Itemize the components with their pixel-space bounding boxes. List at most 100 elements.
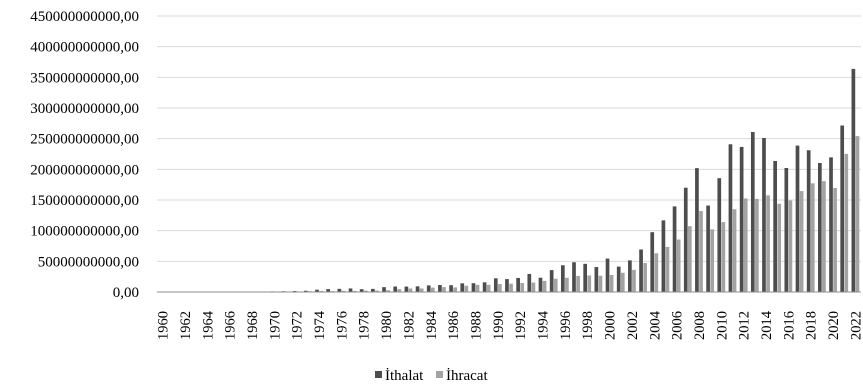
bar-ithalat-1985 — [438, 285, 442, 292]
bar-ihracat-2005 — [665, 246, 670, 292]
x-tick-label: 1978 — [357, 311, 373, 340]
bar-ithalat-1991 — [505, 279, 509, 292]
y-tick-label: 50000000000,00 — [38, 254, 139, 270]
bar-ihracat-2016 — [788, 200, 793, 292]
bar-ithalat-2002 — [628, 260, 632, 292]
bar-ihracat-1981 — [397, 289, 402, 292]
bar-ihracat-1987 — [464, 285, 469, 292]
bar-ithalat-2011 — [728, 144, 733, 292]
bar-ihracat-2017 — [799, 191, 804, 292]
bar-ihracat-1983 — [419, 288, 424, 292]
bar-ihracat-1982 — [408, 288, 413, 292]
bar-ithalat-1995 — [549, 270, 554, 292]
bar-ithalat-1980 — [382, 287, 386, 292]
bar-ihracat-1995 — [553, 278, 558, 292]
bar-ihracat-2021 — [844, 153, 849, 292]
bar-ithalat-2010 — [717, 178, 722, 292]
bar-ithalat-2003 — [639, 249, 643, 292]
bar-ithalat-1997 — [572, 262, 576, 292]
bar-ithalat-1996 — [560, 265, 565, 292]
x-tick-label: 1986 — [446, 311, 462, 340]
grid-layer — [157, 15, 861, 262]
bar-ihracat-2020 — [833, 187, 837, 292]
y-tick-label: 100000000000,00 — [30, 224, 139, 240]
y-tick-label: 450000000000,00 — [30, 9, 139, 25]
x-tick-label: 1992 — [513, 311, 529, 340]
bar-ithalat-2021 — [840, 125, 845, 292]
bar-ihracat-2006 — [676, 239, 681, 292]
bar-ithalat-1999 — [594, 267, 599, 292]
bar-ithalat-2008 — [695, 168, 699, 292]
x-tick-label: 1990 — [491, 311, 507, 340]
bar-ihracat-1999 — [598, 275, 603, 292]
x-tick-label: 2022 — [848, 311, 863, 340]
bar-ihracat-1989 — [486, 284, 491, 292]
x-tick-label: 1988 — [468, 311, 484, 340]
bar-ithalat-1975 — [326, 289, 331, 292]
bar-ithalat-1987 — [460, 283, 465, 292]
bar-ithalat-2004 — [650, 232, 655, 292]
x-tick-label: 1968 — [245, 311, 261, 340]
bar-ihracat-2008 — [699, 211, 703, 292]
bar-ithalat-2000 — [605, 258, 610, 292]
x-tick-label: 2018 — [804, 311, 820, 340]
bar-ihracat-2001 — [620, 272, 625, 292]
bar-ihracat-2002 — [632, 269, 636, 292]
bar-ithalat-2020 — [829, 157, 833, 292]
x-tick-label: 2008 — [692, 311, 708, 340]
bar-ithalat-2016 — [784, 167, 789, 292]
bar-ihracat-1992 — [520, 282, 525, 292]
bar-ithalat-1978 — [359, 289, 364, 292]
x-tick-label: 2016 — [781, 311, 797, 340]
bars-layer — [158, 68, 860, 292]
bar-ihracat-1979 — [375, 290, 379, 292]
bar-ithalat-2013 — [750, 132, 755, 292]
bar-ithalat-2018 — [806, 150, 811, 292]
y-tick-label: 300000000000,00 — [30, 101, 139, 117]
bar-ithalat-2009 — [706, 205, 710, 292]
x-tick-label: 1996 — [558, 311, 574, 340]
bar-ithalat-2007 — [683, 187, 688, 292]
bar-ihracat-1978 — [363, 290, 368, 292]
bar-ithalat-2001 — [616, 266, 621, 292]
bar-ihracat-2015 — [777, 203, 782, 292]
bar-ihracat-1988 — [475, 284, 480, 292]
legend-label-ihracat: İhracat — [446, 368, 488, 384]
legend-label-ithalat: İthalat — [385, 368, 424, 384]
y-tick-label: 200000000000,00 — [30, 162, 139, 178]
bar-ihracat-1994 — [542, 280, 547, 292]
x-tick-label: 1976 — [334, 311, 350, 340]
bar-ithalat-1998 — [583, 263, 588, 292]
bar-ithalat-2014 — [762, 137, 766, 292]
bar-ihracat-1986 — [453, 287, 458, 292]
bar-ihracat-2003 — [643, 263, 647, 292]
x-tick-labels: 1960 1962 1964 1966 1968 1970 1972 1974 1976 1978… — [156, 310, 863, 340]
y-tick-label: 150000000000,00 — [30, 193, 139, 209]
bar-ihracat-1993 — [531, 282, 536, 292]
bar-ithalat-1984 — [426, 285, 431, 292]
legend-swatch-ithalat — [375, 371, 382, 378]
bar-ihracat-1998 — [587, 275, 592, 292]
bar-ihracat-2022 — [855, 136, 860, 292]
bar-ihracat-2012 — [743, 198, 748, 292]
bar-ithalat-1983 — [415, 286, 420, 292]
bar-ihracat-1985 — [442, 287, 446, 292]
y-tick-label: 0,00 — [113, 285, 139, 301]
y-tick-labels: 0,00 50000000000,00 100000000000,00 1500000… — [30, 9, 139, 301]
bar-ihracat-2014 — [766, 195, 770, 292]
x-tick-label: 1970 — [267, 311, 283, 340]
legend: İthalat İhracat — [375, 368, 488, 384]
x-tick-label: 2002 — [625, 311, 641, 340]
x-tick-label: 1972 — [290, 311, 306, 340]
bar-ithalat-2005 — [661, 220, 666, 292]
bar-ithalat-1986 — [449, 285, 453, 292]
legend-swatch-ihracat — [436, 371, 443, 378]
bar-ihracat-2004 — [654, 253, 659, 292]
x-tick-label: 1994 — [536, 310, 552, 340]
bar-ihracat-2009 — [710, 229, 715, 292]
x-tick-label: 2020 — [826, 311, 842, 340]
bar-ihracat-1991 — [509, 283, 513, 292]
bar-ithalat-2022 — [851, 68, 856, 292]
x-tick-label: 2006 — [670, 311, 686, 340]
bar-ihracat-1976 — [341, 290, 346, 292]
